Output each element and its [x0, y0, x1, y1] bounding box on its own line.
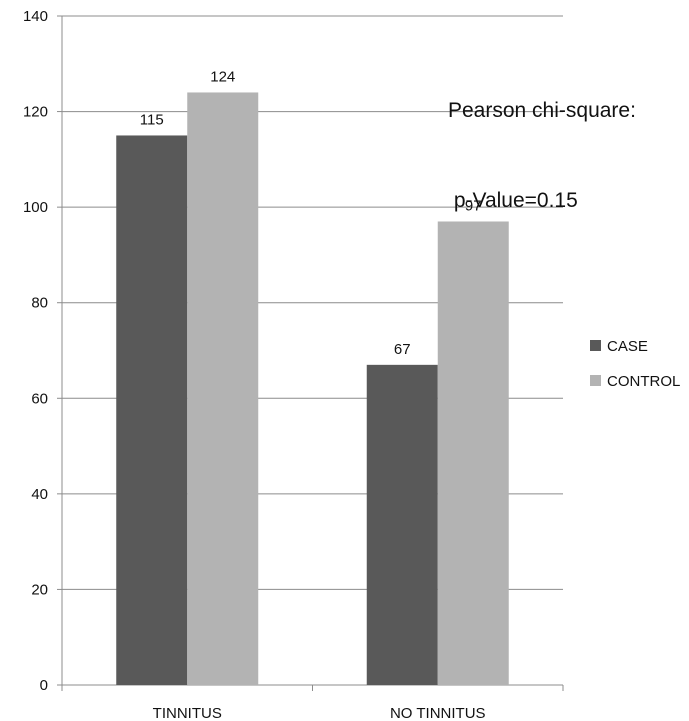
data-label-case-tinnitus: 115: [140, 111, 164, 128]
y-tick-label-0: 0: [40, 677, 48, 694]
annotation-line-1: Pearson chi-square:: [448, 99, 636, 122]
annotation-line-2: p-Value=0.15: [448, 189, 578, 212]
y-tick-label-100: 100: [23, 199, 48, 216]
chi-square-annotation: Pearson chi-square: p-Value=0.15: [448, 36, 684, 276]
y-tick-label-120: 120: [23, 104, 48, 121]
legend-swatch-control: [590, 375, 601, 386]
y-tick-label-80: 80: [31, 295, 48, 312]
data-label-control-tinnitus: 124: [210, 68, 235, 85]
data-label-control-no-tinnitus: 97: [465, 197, 482, 214]
bar-control-no-tinnitus: [437, 221, 509, 685]
y-tick-label-40: 40: [31, 486, 48, 503]
legend-swatch-case: [590, 340, 601, 351]
x-tick-label-tinnitus: TINNITUS: [153, 705, 222, 721]
x-tick-label-no-tinnitus: NO TINNITUS: [390, 705, 486, 721]
legend-label-control: CONTROL: [607, 373, 680, 390]
legend-label-case: CASE: [607, 338, 648, 355]
y-tick-label-140: 140: [23, 8, 48, 25]
bar-case-no-tinnitus: [366, 364, 438, 685]
bar-control-tinnitus: [187, 92, 259, 685]
y-tick-label-60: 60: [31, 390, 48, 407]
bar-case-tinnitus: [116, 135, 188, 685]
data-label-case-no-tinnitus: 67: [394, 341, 411, 358]
y-tick-label-20: 20: [31, 581, 48, 598]
